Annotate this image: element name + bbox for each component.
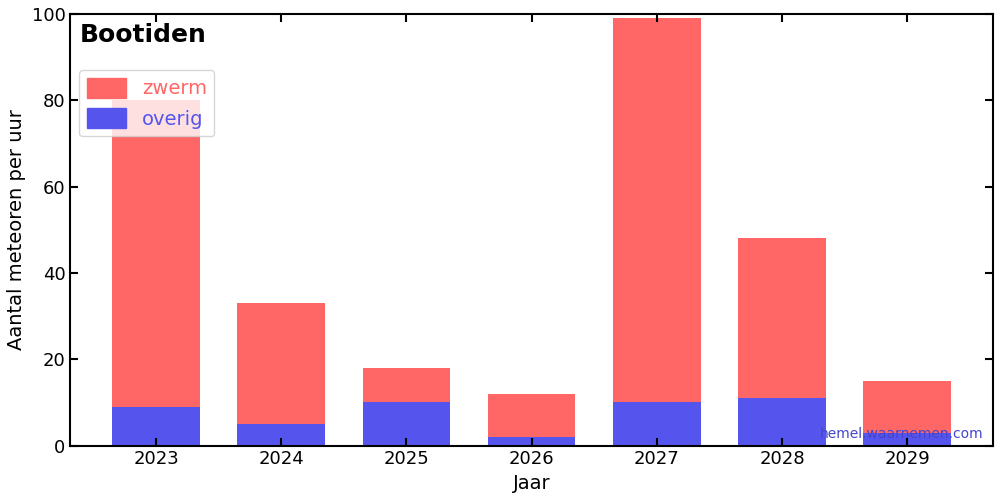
Bar xyxy=(738,238,826,398)
Bar xyxy=(488,394,575,437)
Text: Bootiden: Bootiden xyxy=(79,22,206,46)
Bar xyxy=(363,368,450,402)
Bar xyxy=(237,303,325,424)
Bar xyxy=(738,398,826,446)
X-axis label: Jaar: Jaar xyxy=(513,474,550,493)
Bar xyxy=(112,407,200,446)
Y-axis label: Aantal meteoren per uur: Aantal meteoren per uur xyxy=(7,110,26,350)
Bar xyxy=(112,100,200,407)
Text: hemel.waarnemen.com: hemel.waarnemen.com xyxy=(820,428,984,442)
Bar xyxy=(488,437,575,446)
Bar xyxy=(237,424,325,446)
Bar xyxy=(613,18,701,402)
Bar xyxy=(363,402,450,446)
Bar xyxy=(863,381,951,432)
Bar xyxy=(863,432,951,446)
Legend: zwerm, overig: zwerm, overig xyxy=(79,70,214,136)
Bar xyxy=(613,402,701,446)
